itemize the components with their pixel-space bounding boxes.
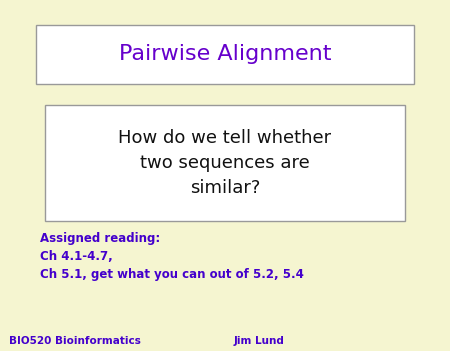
FancyBboxPatch shape	[45, 105, 405, 221]
FancyBboxPatch shape	[36, 25, 414, 84]
Text: Jim Lund: Jim Lund	[234, 336, 285, 346]
Text: Assigned reading:
Ch 4.1-4.7,
Ch 5.1, get what you can out of 5.2, 5.4: Assigned reading: Ch 4.1-4.7, Ch 5.1, ge…	[40, 232, 304, 281]
Text: How do we tell whether
two sequences are
similar?: How do we tell whether two sequences are…	[118, 129, 332, 197]
Text: BIO520 Bioinformatics: BIO520 Bioinformatics	[9, 336, 141, 346]
Text: Pairwise Alignment: Pairwise Alignment	[119, 45, 331, 64]
